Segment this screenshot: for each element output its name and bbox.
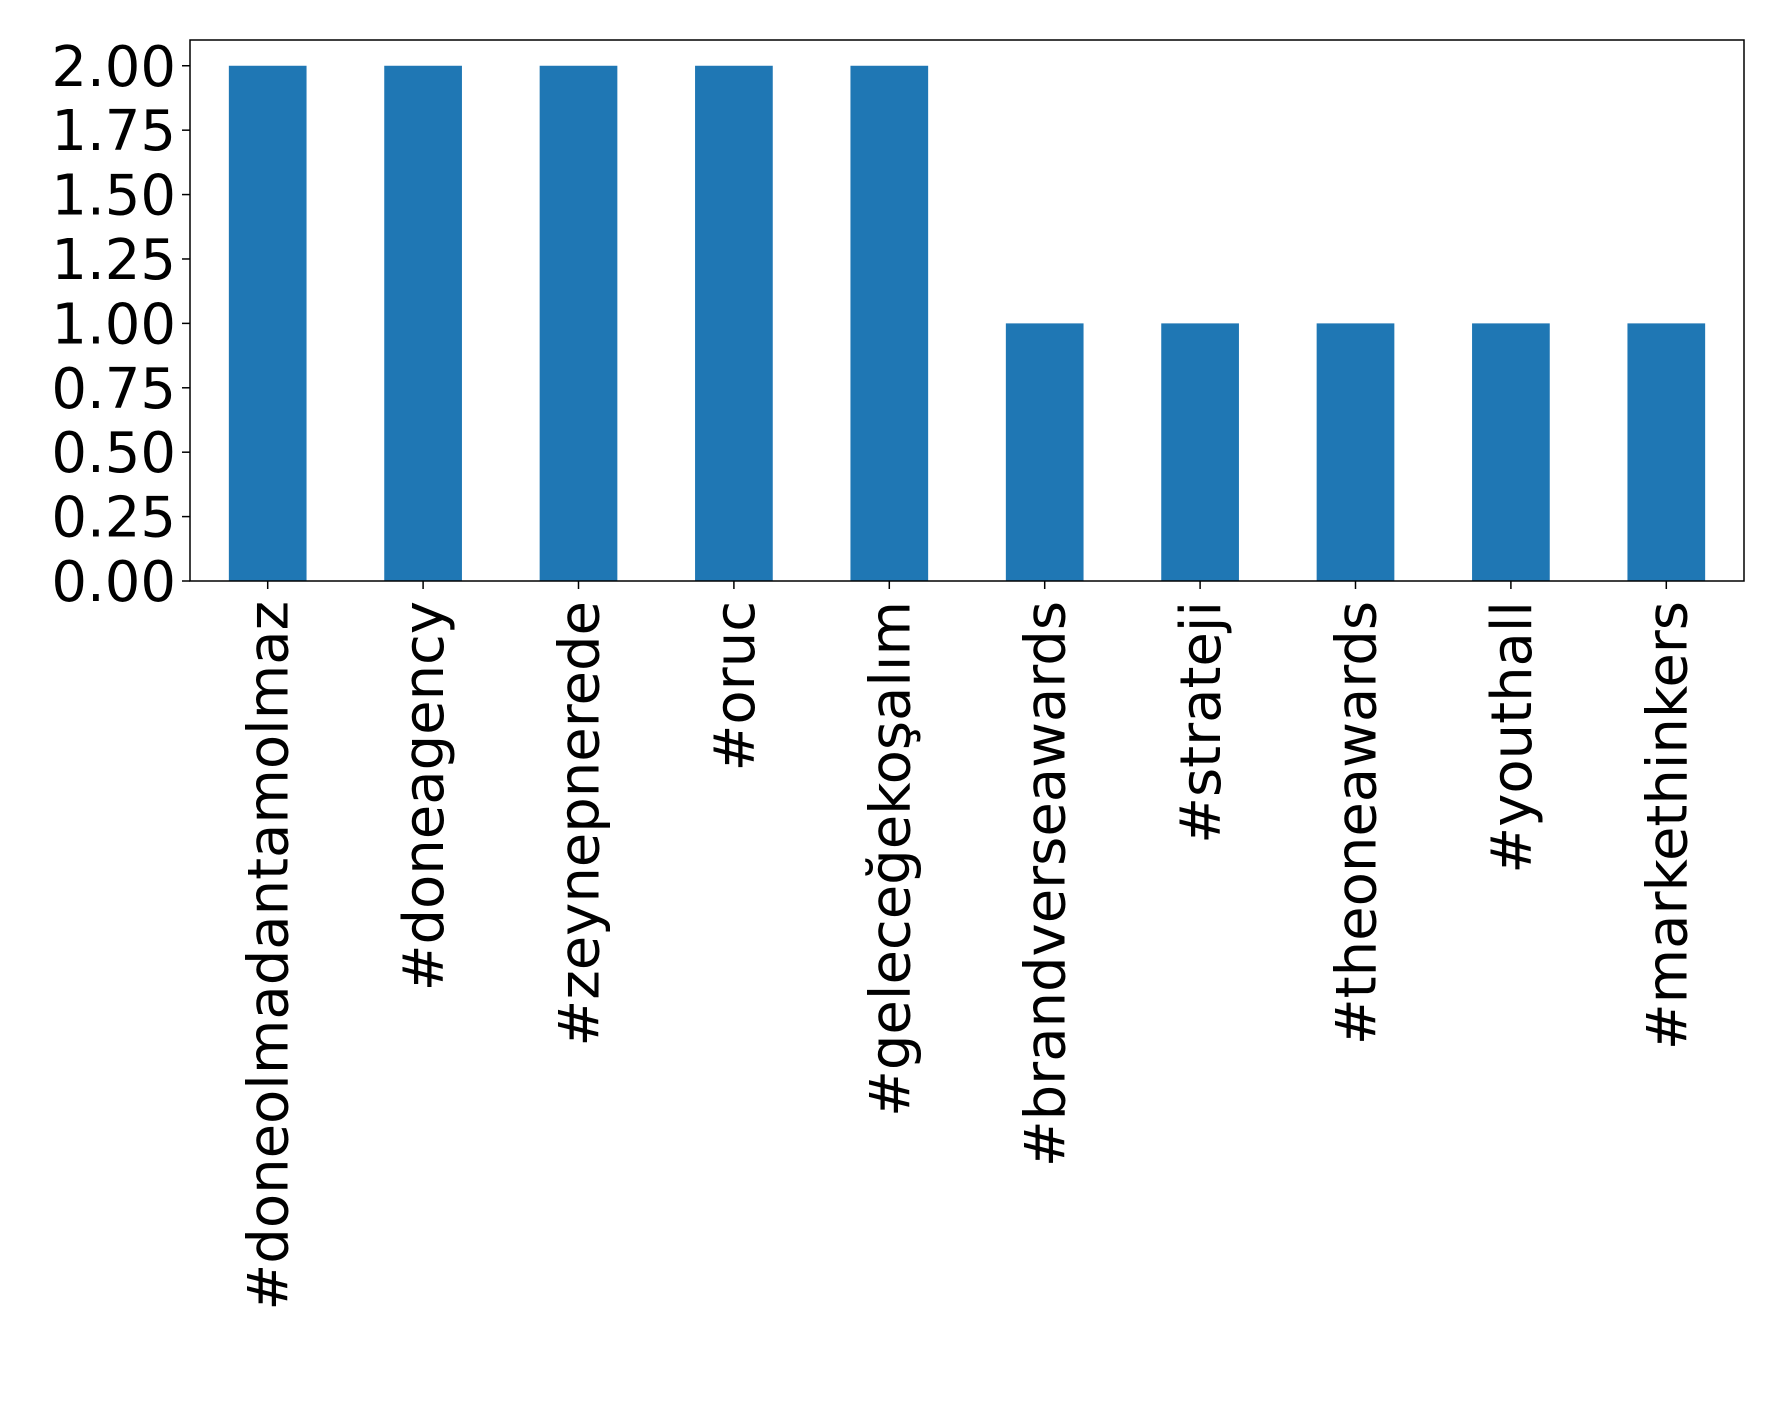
bar-2 <box>539 65 618 581</box>
bar-5 <box>1005 323 1084 581</box>
x-tick-label: #doneagency <box>392 601 457 991</box>
x-tick-label: #markethinkers <box>1635 601 1700 1050</box>
x-tick-label: #brandverseawards <box>1014 601 1079 1167</box>
plot-area-frame <box>189 39 1745 582</box>
x-tick-label: #doneolmadantamolmaz <box>237 601 302 1311</box>
y-tick-label: 1.00 <box>51 292 176 357</box>
y-tick-label: 0.00 <box>51 550 176 615</box>
x-tick-label: #oruc <box>703 601 768 772</box>
y-tick-label: 0.50 <box>51 421 176 486</box>
y-axis: 0.000.250.500.751.001.251.501.752.00 <box>51 35 190 615</box>
x-axis: #doneolmadantamolmaz #doneagency #zeynepne… <box>237 581 1700 1311</box>
bar-7 <box>1316 323 1395 581</box>
y-tick-label: 1.50 <box>51 164 176 229</box>
bar-9 <box>1627 323 1706 581</box>
x-tick-label: #strateji <box>1169 601 1234 844</box>
bar-4 <box>850 65 929 581</box>
y-tick-label: 2.00 <box>51 35 176 100</box>
bar-0 <box>228 65 307 581</box>
bar-3 <box>695 65 773 581</box>
bar-8 <box>1472 323 1550 581</box>
y-tick-label: 0.75 <box>51 357 176 422</box>
bar-6 <box>1161 323 1239 581</box>
bars-group <box>228 65 1706 581</box>
y-tick-label: 0.25 <box>51 486 176 551</box>
x-tick-label: #theoneawards <box>1325 601 1390 1045</box>
x-tick-label: #youthall <box>1480 601 1545 874</box>
x-tick-label: #zeynepnerede <box>548 601 613 1047</box>
x-tick-label: #geleceğekoşalım <box>858 601 923 1117</box>
y-tick-label: 1.75 <box>51 99 176 164</box>
y-tick-label: 1.25 <box>51 228 176 293</box>
bar-1 <box>384 65 462 581</box>
